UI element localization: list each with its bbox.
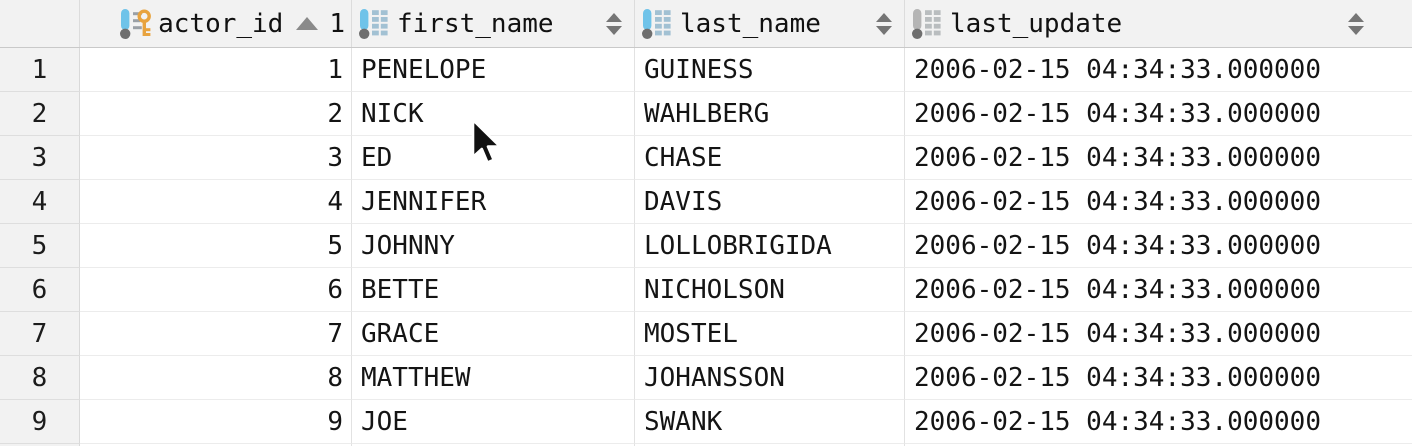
cell-last-name[interactable]: GUINESS (635, 48, 905, 92)
sort-order-badge: 1 (329, 8, 345, 39)
cell-actor-id[interactable]: 5 (80, 224, 352, 268)
row-number[interactable]: 8 (0, 356, 80, 400)
table-header: actor_id 1 first_name (0, 0, 1412, 48)
text-column-icon (359, 8, 388, 39)
table-row: 3 3 ED CHASE 2006-02-15 04:34:33.000000 (0, 136, 1412, 180)
cell-first-name[interactable]: MATTHEW (352, 356, 635, 400)
sort-updown-icon (1348, 12, 1364, 35)
cell-last-update[interactable]: 2006-02-15 04:34:33.000000 (905, 312, 1412, 356)
sort-ascending-icon (296, 17, 319, 30)
table-row: 9 9 JOE SWANK 2006-02-15 04:34:33.000000 (0, 400, 1412, 444)
cell-actor-id[interactable]: 1 (80, 48, 352, 92)
cell-first-name[interactable]: JOHNNY (352, 224, 635, 268)
cell-actor-id[interactable]: 9 (80, 400, 352, 444)
table-row: 6 6 BETTE NICHOLSON 2006-02-15 04:34:33.… (0, 268, 1412, 312)
column-label: last_name (680, 8, 821, 39)
cell-last-update[interactable]: 2006-02-15 04:34:33.000000 (905, 356, 1412, 400)
column-label: last_update (950, 8, 1123, 39)
cell-first-name[interactable]: GRACE (352, 312, 635, 356)
cell-last-update[interactable]: 2006-02-15 04:34:33.000000 (905, 92, 1412, 136)
cell-last-name[interactable]: CHASE (635, 136, 905, 180)
cell-last-name[interactable]: JOHANSSON (635, 356, 905, 400)
sort-updown-icon (876, 12, 892, 35)
cell-actor-id[interactable]: 6 (80, 268, 352, 312)
datetime-column-icon (912, 8, 941, 39)
primary-key-column-icon (120, 8, 152, 39)
cell-first-name[interactable]: PENELOPE (352, 48, 635, 92)
row-number[interactable]: 7 (0, 312, 80, 356)
text-column-icon (642, 8, 671, 39)
column-header-last-name[interactable]: last_name (635, 0, 905, 47)
column-label: first_name (397, 8, 554, 39)
row-number-header (0, 0, 80, 47)
cell-first-name[interactable]: JENNIFER (352, 180, 635, 224)
table-row: 7 7 GRACE MOSTEL 2006-02-15 04:34:33.000… (0, 312, 1412, 356)
cell-actor-id[interactable]: 8 (80, 356, 352, 400)
column-header-first-name[interactable]: first_name (352, 0, 635, 47)
cell-last-name[interactable]: SWANK (635, 400, 905, 444)
table-row: 5 5 JOHNNY LOLLOBRIGIDA 2006-02-15 04:34… (0, 224, 1412, 268)
cell-last-update[interactable]: 2006-02-15 04:34:33.000000 (905, 48, 1412, 92)
cell-last-name[interactable]: DAVIS (635, 180, 905, 224)
cell-first-name[interactable]: NICK (352, 92, 635, 136)
cell-actor-id[interactable]: 2 (80, 92, 352, 136)
cell-last-name[interactable]: LOLLOBRIGIDA (635, 224, 905, 268)
cell-actor-id[interactable]: 3 (80, 136, 352, 180)
table-row: 1 1 PENELOPE GUINESS 2006-02-15 04:34:33… (0, 48, 1412, 92)
cell-first-name[interactable]: BETTE (352, 268, 635, 312)
cell-actor-id[interactable]: 4 (80, 180, 352, 224)
cell-last-update[interactable]: 2006-02-15 04:34:33.000000 (905, 224, 1412, 268)
column-label: actor_id (158, 8, 284, 39)
column-header-actor-id[interactable]: actor_id 1 (80, 0, 352, 47)
cell-first-name[interactable]: ED (352, 136, 635, 180)
sort-updown-icon (606, 12, 622, 35)
table-row-clipped (0, 444, 1412, 446)
row-number[interactable]: 3 (0, 136, 80, 180)
row-number[interactable]: 1 (0, 48, 80, 92)
cell-last-name[interactable]: MOSTEL (635, 312, 905, 356)
row-number[interactable]: 6 (0, 268, 80, 312)
table-row: 4 4 JENNIFER DAVIS 2006-02-15 04:34:33.0… (0, 180, 1412, 224)
cell-last-name[interactable]: NICHOLSON (635, 268, 905, 312)
cell-last-update[interactable]: 2006-02-15 04:34:33.000000 (905, 180, 1412, 224)
cell-last-update[interactable]: 2006-02-15 04:34:33.000000 (905, 136, 1412, 180)
column-header-last-update[interactable]: last_update (905, 0, 1412, 47)
table-body: 1 1 PENELOPE GUINESS 2006-02-15 04:34:33… (0, 48, 1412, 444)
row-number[interactable]: 4 (0, 180, 80, 224)
cell-actor-id[interactable]: 7 (80, 312, 352, 356)
cell-last-name[interactable]: WAHLBERG (635, 92, 905, 136)
table-row: 8 8 MATTHEW JOHANSSON 2006-02-15 04:34:3… (0, 356, 1412, 400)
row-number[interactable]: 2 (0, 92, 80, 136)
cell-last-update[interactable]: 2006-02-15 04:34:33.000000 (905, 268, 1412, 312)
row-number[interactable]: 5 (0, 224, 80, 268)
table-row: 2 2 NICK WAHLBERG 2006-02-15 04:34:33.00… (0, 92, 1412, 136)
cell-last-update[interactable]: 2006-02-15 04:34:33.000000 (905, 400, 1412, 444)
row-number[interactable]: 9 (0, 400, 80, 444)
cell-first-name[interactable]: JOE (352, 400, 635, 444)
